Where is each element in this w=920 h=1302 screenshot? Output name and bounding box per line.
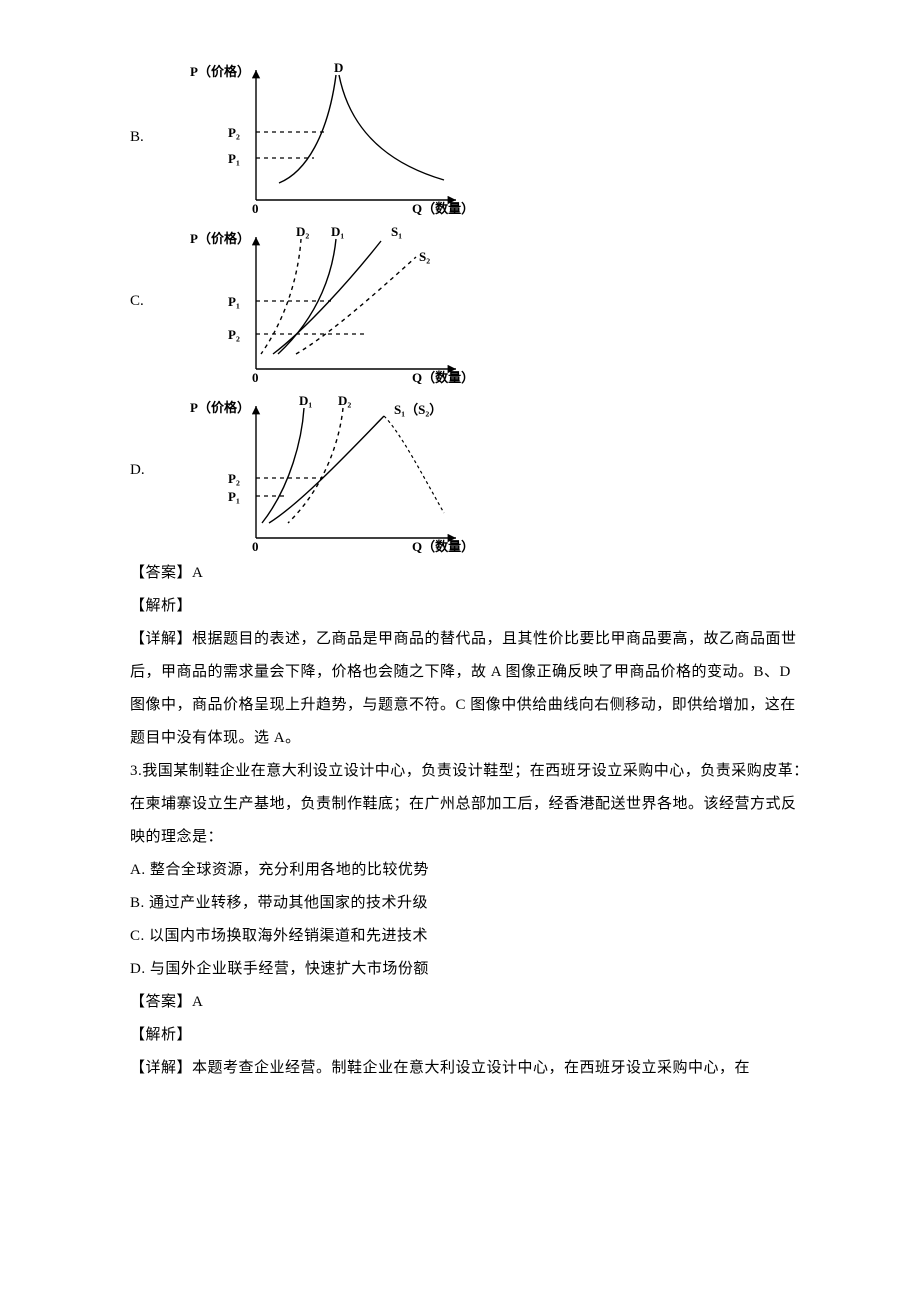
svg-text:P₂: P₂: [228, 327, 240, 342]
question-3-stem: 3.我国某制鞋企业在意大利设立设计中心，负责设计鞋型；在西班牙设立采购中心，负责…: [130, 755, 810, 854]
option-D-row: D. P（价格） Q（数量） 0 D₁ D₂ S₁（S₂） P₂: [130, 388, 810, 553]
svg-text:0: 0: [252, 370, 259, 384]
svg-text:D₂: D₂: [338, 393, 351, 408]
svg-text:P₂: P₂: [228, 471, 240, 486]
svg-text:P₁: P₁: [228, 151, 240, 166]
svg-text:S₁（S₂）: S₁（S₂）: [394, 402, 442, 417]
option-D-letter: D.: [130, 462, 150, 479]
analysis-1-detail: 【详解】根据题目的表述，乙商品是甲商品的替代品，且其性价比要比甲商品要高，故乙商…: [130, 623, 810, 755]
svg-text:D: D: [334, 60, 343, 75]
option-B-row: B. P（价格） Q（数量） 0 D P₁ P₂: [130, 60, 810, 215]
analysis-2-label: 【解析】: [130, 1019, 810, 1052]
chart-C: P（价格） Q（数量） 0 D₁ D₂ S₁ S₂ P₁ P₂: [166, 219, 466, 384]
option-C-row: C. P（价格） Q（数量） 0 D₁ D₂ S₁ S₂: [130, 219, 810, 384]
answer-1-label: 【答案】A: [130, 557, 810, 590]
analysis-1-label: 【解析】: [130, 590, 810, 623]
svg-text:S₂: S₂: [419, 249, 430, 264]
chart-B: P（价格） Q（数量） 0 D P₁ P₂: [166, 60, 466, 215]
option-B-letter: B.: [130, 129, 150, 146]
svg-text:P（价格）: P（价格）: [190, 64, 250, 79]
svg-text:P（价格）: P（价格）: [190, 231, 250, 246]
option-C-letter: C.: [130, 293, 150, 310]
question-3-option-B: B. 通过产业转移，带动其他国家的技术升级: [130, 887, 810, 920]
svg-text:Q（数量）: Q（数量）: [412, 539, 466, 553]
analysis-2-detail: 【详解】本题考查企业经营。制鞋企业在意大利设立设计中心，在西班牙设立采购中心，在: [130, 1052, 810, 1085]
svg-text:0: 0: [252, 201, 259, 215]
svg-text:0: 0: [252, 539, 259, 553]
svg-text:P（价格）: P（价格）: [190, 400, 250, 415]
svg-text:P₂: P₂: [228, 125, 240, 140]
svg-text:D₁: D₁: [299, 393, 312, 408]
chart-D: P（价格） Q（数量） 0 D₁ D₂ S₁（S₂） P₂ P₁: [166, 388, 466, 553]
question-3-option-A: A. 整合全球资源，充分利用各地的比较优势: [130, 854, 810, 887]
answer-2-label: 【答案】A: [130, 986, 810, 1019]
svg-text:S₁: S₁: [391, 224, 402, 239]
question-3-option-D: D. 与国外企业联手经营，快速扩大市场份额: [130, 953, 810, 986]
svg-text:D₂: D₂: [296, 224, 309, 239]
svg-text:Q（数量）: Q（数量）: [412, 201, 466, 215]
svg-text:D₁: D₁: [331, 224, 344, 239]
svg-text:Q（数量）: Q（数量）: [412, 370, 466, 384]
svg-text:P₁: P₁: [228, 294, 240, 309]
svg-text:P₁: P₁: [228, 489, 240, 504]
question-3-option-C: C. 以国内市场换取海外经销渠道和先进技术: [130, 920, 810, 953]
